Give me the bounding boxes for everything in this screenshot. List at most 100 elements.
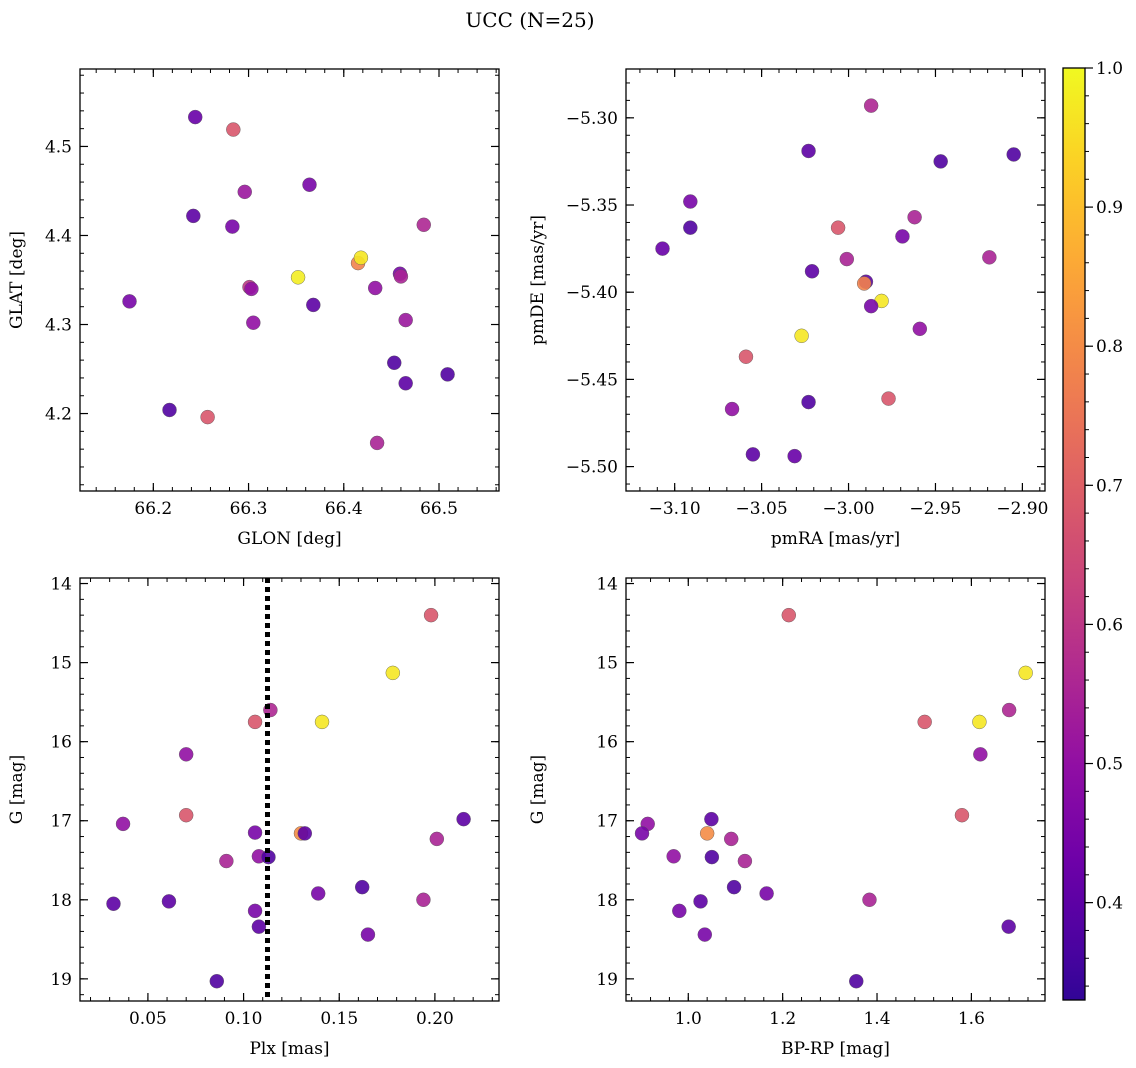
colorbar-tick-label: 0.4	[1096, 894, 1123, 914]
scatter-point	[306, 297, 321, 313]
scatter-point	[290, 270, 306, 285]
color-magnitude-scatter-panel: 1.0 1.2 1.4 1.6 14 15 16 17 18 19 BP-RP [mag] G [ma…	[528, 575, 1046, 1059]
x-tick-label: 66.5	[420, 499, 458, 519]
scatter-point	[302, 177, 317, 192]
scatter-point	[737, 853, 753, 869]
y-tick-label: 4.4	[45, 226, 72, 246]
y-axis-label: G [mag]	[528, 755, 548, 824]
scatter-point	[693, 894, 708, 909]
y-tick-label: 4.3	[45, 316, 72, 336]
scatter-point	[115, 816, 131, 832]
scatter-point	[794, 328, 809, 344]
x-tick-label: −3.10	[649, 499, 701, 519]
y-tick-label: 15	[50, 654, 72, 674]
scatter-point	[666, 849, 681, 864]
scatter-point	[360, 927, 376, 942]
x-tick-label: 0.15	[320, 1009, 358, 1029]
scatter-point	[355, 879, 370, 895]
colorbar-tick-label: 0.9	[1096, 198, 1123, 218]
scatter-point	[219, 853, 234, 869]
scatter-point	[1018, 665, 1033, 681]
x-tick-label: 1.4	[863, 1009, 890, 1029]
x-tick-label: −2.95	[909, 499, 961, 519]
scatter-point	[759, 886, 774, 901]
scatter-point	[954, 807, 970, 823]
axes-frame	[625, 68, 1046, 492]
glon-glat-scatter-panel: 66.2 66.3 66.4 66.5 4.2 4.3 4.4 4.5 GLON [deg] GL…	[7, 68, 500, 549]
scatter-point	[416, 217, 431, 233]
scatter-point	[881, 391, 896, 406]
scatter-point	[161, 894, 177, 909]
axes-frame	[79, 68, 500, 492]
scatter-point	[369, 435, 385, 451]
colorbar-gradient	[1063, 68, 1085, 1000]
scatter-point	[178, 807, 194, 823]
scatter-point	[178, 747, 194, 762]
scatter-point	[697, 927, 712, 942]
scatter-point	[704, 849, 720, 865]
y-tick-label: 16	[596, 733, 618, 753]
figure-title: UCC (N=25)	[465, 8, 594, 32]
scatter-points	[122, 109, 455, 451]
scatter-point	[251, 919, 267, 934]
axis-ticks	[626, 69, 1045, 491]
scatter-point	[247, 714, 263, 730]
x-tick-label: 0.10	[225, 1009, 263, 1029]
scatter-point	[862, 892, 877, 907]
axes-frame	[79, 577, 500, 1002]
x-tick-label: −3.00	[822, 499, 874, 519]
scatter-point	[738, 349, 754, 364]
scatter-point	[226, 122, 241, 137]
x-tick-label: −2.90	[996, 499, 1048, 519]
axes-frame	[625, 577, 1046, 1002]
scatter-point	[839, 251, 855, 267]
y-tick-label: 15	[596, 654, 618, 674]
scatter-point	[247, 825, 263, 840]
axis-ticks	[80, 578, 499, 1001]
y-tick-label: −5.50	[566, 458, 618, 478]
x-tick-label: 66.2	[134, 499, 172, 519]
scatter-point	[385, 665, 401, 681]
scatter-point	[830, 220, 846, 235]
y-axis-label: G [mag]	[7, 755, 27, 824]
y-tick-label: 19	[50, 970, 72, 990]
scatter-point	[849, 974, 864, 989]
scatter-point	[440, 367, 455, 382]
scatter-point	[672, 903, 687, 919]
scatter-point	[787, 448, 802, 464]
colorbar-tick-label: 0.8	[1096, 337, 1123, 357]
y-tick-label: 4.2	[45, 405, 72, 425]
scatter-point	[1006, 147, 1021, 162]
colorbar-tick-label: 0.5	[1096, 755, 1123, 775]
scatter-point	[106, 896, 121, 911]
scatter-point	[801, 394, 816, 410]
colorbar-tick-label: 0.7	[1096, 476, 1123, 496]
scatter-point	[863, 98, 879, 113]
scatter-point	[237, 184, 252, 200]
scatter-point	[393, 269, 409, 284]
scatter-point	[246, 315, 261, 330]
y-axis-label: GLAT [deg]	[7, 231, 27, 329]
scatter-point	[368, 280, 383, 296]
x-tick-label: 1.6	[958, 1009, 985, 1029]
scatter-point	[655, 241, 670, 256]
scatter-point	[699, 826, 715, 841]
scatter-point	[209, 974, 224, 989]
y-tick-label: −5.40	[566, 283, 618, 303]
scatter-point	[933, 154, 948, 169]
x-tick-label: 1.2	[769, 1009, 796, 1029]
scatter-point	[423, 607, 439, 623]
scatter-point	[314, 714, 330, 730]
pmra-pmde-scatter-panel: −3.10 −3.05 −3.00 −2.95 −2.90 −5.30 −5.35 −5.40…	[528, 68, 1048, 549]
scatter-point	[1001, 919, 1016, 934]
scatter-point	[704, 811, 719, 827]
plx-g-scatter-panel: 0.05 0.10 0.15 0.20 14 15 16 17 18 19 Plx [mas] G […	[7, 575, 500, 1059]
scatter-points	[655, 98, 1021, 464]
scatter-point	[972, 714, 987, 730]
scatter-point	[200, 409, 215, 425]
x-tick-label: 1.0	[675, 1009, 702, 1029]
y-tick-label: 18	[50, 891, 72, 911]
scatter-point	[1001, 702, 1017, 718]
scatter-points	[106, 607, 471, 989]
